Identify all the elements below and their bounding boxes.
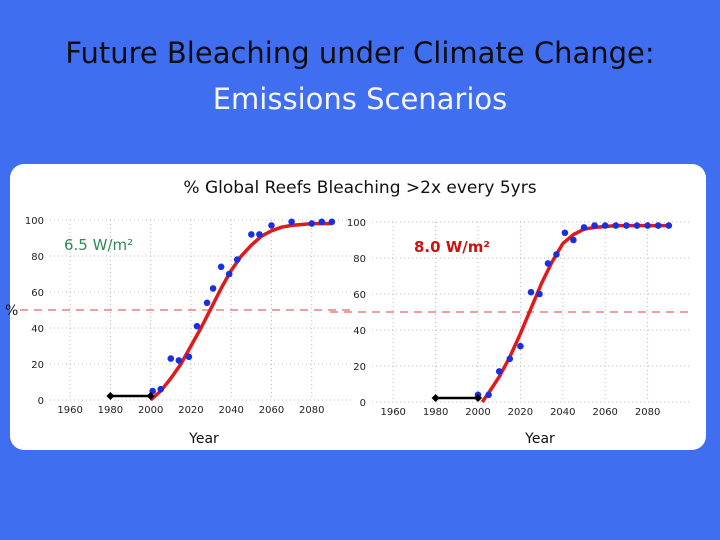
data-point — [203, 299, 211, 307]
x-tick-label: 2060 — [592, 407, 617, 418]
data-point — [506, 355, 514, 363]
data-point — [580, 224, 588, 231]
y-tick-label: 0 — [360, 398, 366, 409]
y-tick-label: 100 — [25, 216, 44, 227]
y-tick-label: 40 — [31, 324, 44, 335]
data-point — [175, 357, 183, 364]
x-tick-label: 2040 — [218, 405, 243, 416]
data-point — [268, 222, 275, 229]
data-point — [553, 251, 560, 258]
data-point — [527, 288, 535, 296]
x-tick-label: 1980 — [98, 405, 123, 416]
data-point — [665, 222, 673, 229]
slide-title-line1: Future Bleaching under Climate Change: — [65, 36, 655, 70]
data-point — [308, 220, 316, 227]
data-point — [485, 391, 492, 399]
x-tick-label: 2020 — [508, 407, 533, 418]
data-point — [623, 222, 630, 229]
data-point — [495, 368, 503, 375]
y-tick-label: 20 — [353, 362, 366, 373]
data-point — [644, 222, 651, 229]
x-tick-label: 2020 — [178, 405, 203, 416]
x-tick-label: 2000 — [465, 407, 490, 418]
slide-title-line2: Emissions Scenarios — [212, 82, 508, 116]
data-point — [193, 322, 201, 330]
data-point — [612, 222, 620, 229]
baseline-bar-end — [146, 392, 155, 400]
x-tick-label: 2040 — [550, 407, 575, 418]
data-point — [256, 231, 263, 238]
y-tick-label: 80 — [353, 254, 366, 265]
x-tick-label: 2080 — [635, 407, 660, 418]
x-tick-label: 2080 — [299, 405, 324, 416]
scenario-label: 6.5 W/m² — [64, 236, 133, 254]
data-point — [248, 231, 255, 238]
y-tick-label: 80 — [31, 252, 44, 263]
y-tick-label: 40 — [353, 326, 366, 337]
data-point — [591, 222, 598, 229]
data-point — [225, 270, 233, 278]
data-point — [185, 353, 193, 361]
x-tick-label: 2000 — [138, 405, 163, 416]
fit-curve — [149, 221, 332, 402]
y-tick-label: 100 — [347, 218, 366, 229]
data-point — [233, 256, 241, 263]
data-point — [167, 355, 175, 362]
data-point — [561, 229, 569, 237]
fit-curve — [480, 223, 669, 404]
x-axis-label: Year — [188, 431, 219, 447]
baseline-bar-end — [474, 394, 482, 402]
y-tick-label: 20 — [31, 360, 44, 371]
chart-panel — [10, 164, 706, 450]
y-tick-label: 60 — [353, 290, 366, 301]
data-point — [209, 285, 217, 292]
x-tick-label: 1960 — [380, 407, 405, 418]
data-point — [318, 218, 326, 226]
data-point — [288, 218, 295, 226]
y-tick-label: 60 — [31, 288, 44, 299]
data-point — [570, 236, 577, 244]
x-axis-label: Year — [524, 431, 555, 447]
scenario-label: 8.0 W/m² — [414, 238, 490, 256]
data-point — [544, 260, 552, 267]
data-point — [654, 222, 662, 229]
data-point — [517, 342, 524, 350]
data-point — [536, 290, 543, 298]
x-tick-label: 2060 — [259, 405, 284, 416]
baseline-bar-end — [106, 392, 115, 400]
x-tick-label: 1980 — [423, 407, 448, 418]
panel-title: % Global Reefs Bleaching >2x every 5yrs — [183, 178, 537, 198]
y-tick-label: 0 — [38, 396, 44, 407]
data-point — [157, 385, 165, 393]
baseline-bar-end — [431, 394, 440, 402]
x-tick-label: 1960 — [57, 405, 82, 416]
slide-title: Future Bleaching under Climate Change: E… — [0, 30, 720, 122]
data-point — [328, 218, 336, 226]
data-point — [217, 263, 225, 271]
y-axis-label: % — [5, 303, 18, 319]
data-point — [633, 222, 641, 229]
data-point — [601, 222, 609, 229]
